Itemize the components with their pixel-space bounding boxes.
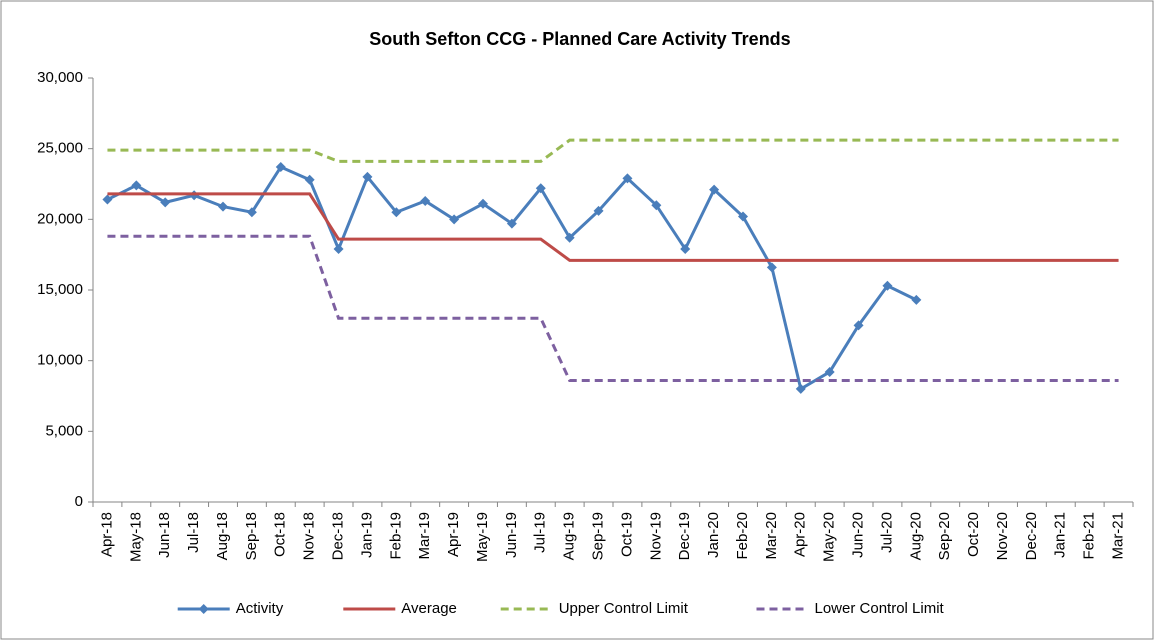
x-tick-label: Feb-21	[1081, 512, 1098, 560]
data-point	[882, 280, 893, 291]
data-point	[246, 207, 257, 218]
x-tick-label: May-18	[127, 512, 144, 562]
data-point	[131, 180, 142, 191]
x-tick-label: Feb-19	[387, 512, 404, 560]
data-point	[449, 214, 460, 225]
series-line	[107, 234, 1119, 382]
data-point	[420, 195, 431, 206]
x-tick-label: Mar-21	[1110, 512, 1127, 560]
x-tick-label: Jan-21	[1052, 512, 1069, 558]
x-tick-label: Oct-18	[272, 512, 289, 557]
data-point	[824, 366, 835, 377]
x-tick-label: Oct-20	[965, 512, 982, 557]
x-tick-label: Sep-19	[590, 512, 607, 560]
x-tick-label: Jun-20	[850, 512, 867, 558]
legend-label: Average	[401, 600, 457, 617]
x-tick-label: Mar-20	[763, 512, 780, 560]
data-point	[911, 294, 922, 305]
x-tick-label: Mar-19	[416, 512, 433, 560]
x-tick-label: Nov-19	[647, 512, 664, 560]
series-line	[107, 192, 1119, 262]
y-tick-label: 25,000	[37, 140, 83, 157]
x-tick-label: May-20	[821, 512, 838, 562]
x-tick-label: Dec-20	[1023, 512, 1040, 560]
y-tick-label: 0	[75, 493, 83, 510]
y-tick-label: 30,000	[37, 69, 83, 86]
data-point	[795, 383, 806, 394]
x-tick-label: Apr-19	[445, 512, 462, 557]
y-tick-label: 15,000	[37, 281, 83, 298]
series-line	[107, 138, 1119, 163]
x-tick-label: Jul-19	[532, 512, 549, 553]
x-tick-label: Jan-19	[358, 512, 375, 558]
y-tick-label: 20,000	[37, 210, 83, 227]
legend-label: Lower Control Limit	[815, 600, 945, 617]
data-point	[853, 320, 864, 331]
x-tick-label: Apr-18	[98, 512, 115, 557]
x-tick-label: Jul-20	[878, 512, 895, 553]
x-tick-label: Jun-19	[503, 512, 520, 558]
x-tick-label: Dec-18	[330, 512, 347, 560]
x-tick-label: May-19	[474, 512, 491, 562]
data-point	[362, 171, 373, 182]
data-point	[160, 197, 171, 208]
x-tick-label: Dec-19	[676, 512, 693, 560]
y-tick-label: 5,000	[45, 422, 83, 439]
chart-title: South Sefton CCG - Planned Care Activity…	[369, 29, 790, 49]
data-point	[738, 211, 748, 222]
legend-label: Activity	[236, 600, 284, 617]
data-point	[766, 262, 777, 273]
x-tick-label: Sep-20	[936, 512, 953, 560]
x-tick-label: Sep-18	[243, 512, 260, 560]
x-tick-label: Jun-18	[156, 512, 173, 558]
data-point	[275, 162, 286, 173]
data-point	[391, 207, 402, 218]
data-point	[102, 194, 113, 205]
x-tick-label: Oct-19	[618, 512, 635, 557]
legend-marker	[198, 604, 209, 614]
x-tick-label: Aug-18	[214, 512, 231, 560]
x-tick-label: Nov-18	[301, 512, 318, 560]
data-point	[218, 201, 228, 212]
data-point	[535, 183, 546, 194]
data-point	[564, 232, 575, 243]
data-point	[333, 244, 344, 255]
data-point	[622, 173, 633, 184]
data-point	[709, 184, 720, 195]
x-tick-label: Jan-20	[705, 512, 722, 558]
x-tick-label: Apr-20	[792, 512, 809, 557]
y-tick-label: 10,000	[37, 352, 83, 369]
data-point	[593, 205, 604, 216]
x-tick-label: Aug-19	[561, 512, 578, 560]
x-tick-label: Jul-18	[185, 512, 202, 553]
data-point	[478, 198, 488, 209]
data-point	[304, 174, 315, 185]
legend-label: Upper Control Limit	[559, 600, 689, 617]
data-point	[680, 244, 691, 255]
x-tick-label: Aug-20	[907, 512, 924, 560]
x-tick-label: Nov-20	[994, 512, 1011, 560]
x-tick-label: Feb-20	[734, 512, 751, 560]
data-point	[651, 200, 662, 211]
data-point	[506, 218, 517, 229]
